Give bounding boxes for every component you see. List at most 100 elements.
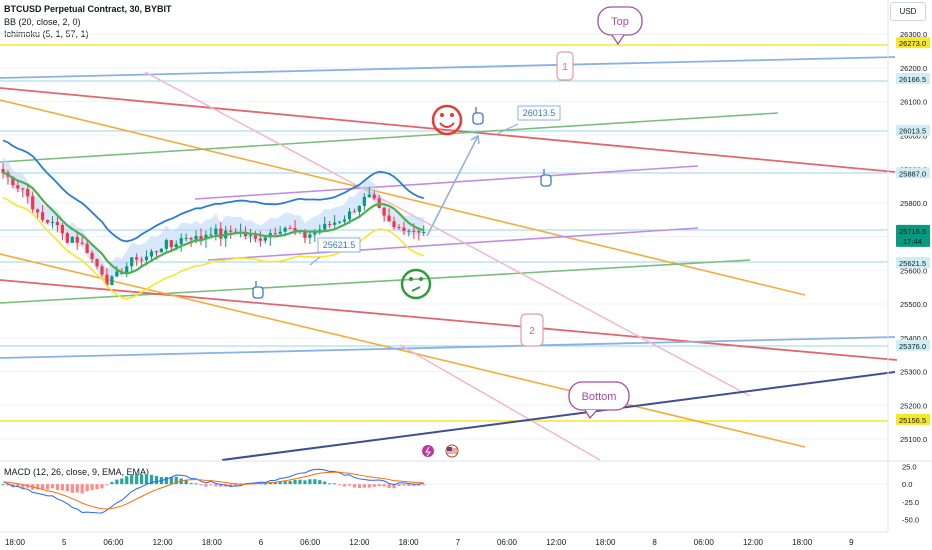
price-label: 25376.0 — [899, 342, 926, 351]
candle-body — [90, 252, 94, 260]
currency-button[interactable]: USD — [890, 2, 926, 21]
macd-histogram-bar — [308, 479, 312, 485]
candle-body — [417, 230, 421, 233]
candle-body — [328, 223, 332, 225]
macd-tick: 25.0 — [902, 463, 917, 472]
macd-histogram-bar — [45, 484, 50, 490]
candle-body — [16, 185, 20, 189]
candle-body — [347, 211, 352, 220]
macd-histogram-bar — [21, 484, 25, 489]
macd-line — [2, 468, 424, 514]
macd-histogram-bar — [120, 478, 124, 485]
candle-body — [45, 219, 50, 223]
macd-histogram-bar — [110, 482, 114, 485]
candle-body — [70, 236, 74, 243]
macd-histogram-bar — [125, 476, 129, 485]
macd-histogram-bar — [169, 477, 173, 485]
macd-histogram-bar — [387, 484, 391, 489]
macd-histogram-bar — [50, 484, 55, 489]
macd-histogram-bar — [55, 484, 60, 490]
trendline-red-upper — [0, 87, 896, 173]
time-tick: 7 — [456, 538, 461, 547]
macd-histogram-bar — [382, 484, 386, 487]
callout-bottom — [568, 381, 630, 411]
candle-body — [283, 227, 287, 232]
candle-body — [164, 240, 168, 249]
macd-histogram-bar — [184, 480, 188, 485]
price-label: 25621.5 — [899, 259, 926, 268]
macd-histogram-bar — [140, 474, 144, 485]
time-tick: 18:00 — [202, 538, 223, 547]
time-axis[interactable]: 18:00 5 06:00 12:00 18:00 6 06:00 12:00 18:00 7 06… — [0, 531, 888, 547]
candle-body — [352, 211, 357, 213]
macd-histogram-bar — [75, 484, 79, 493]
price-label: 25156.5 — [899, 416, 926, 425]
macd-histogram-bar — [16, 484, 20, 487]
macd-histogram-bar — [298, 479, 302, 485]
grid — [0, 33, 888, 440]
macd-histogram-bar — [154, 475, 159, 485]
candle-body — [407, 230, 411, 232]
candle-body — [214, 228, 218, 235]
candle-body — [258, 238, 262, 241]
price-tick: 26300.0 — [900, 30, 927, 39]
candle-body — [149, 251, 154, 257]
candle-body — [179, 238, 183, 245]
candle-body — [194, 235, 198, 240]
candle-body — [154, 251, 159, 253]
tag-1 — [556, 51, 574, 81]
candle-body — [11, 176, 15, 186]
price-label-box — [896, 167, 930, 179]
price-tick: 25200.0 — [900, 401, 927, 410]
macd-histogram-bar — [303, 480, 307, 485]
callout-top-text: Top — [611, 16, 629, 28]
candle-body — [55, 222, 60, 225]
macd-histogram-bar — [342, 484, 347, 487]
candle-body — [36, 209, 40, 213]
ichimoku-cloud — [3, 157, 424, 289]
macd-histogram-bar — [278, 481, 282, 485]
macd-histogram-bar — [209, 484, 213, 486]
hand-pointer-icon — [472, 112, 484, 125]
cloud-area — [3, 157, 424, 289]
macd-histogram-bar — [372, 484, 376, 487]
candle-body — [21, 188, 25, 190]
candle-body — [125, 266, 129, 274]
macd-histogram-bar — [194, 483, 198, 485]
candle-body — [1, 169, 5, 173]
time-tick: 6 — [259, 538, 264, 547]
price-label-box — [896, 339, 930, 351]
time-tick: 12:00 — [546, 538, 567, 547]
candle-body — [397, 226, 401, 228]
candle-body — [367, 194, 371, 197]
price-label-box — [896, 413, 930, 425]
macd-histogram-bar — [347, 484, 352, 486]
candle-body — [115, 271, 119, 277]
countdown-label: 17:44 — [903, 237, 922, 246]
macd-histogram-bar — [402, 484, 406, 486]
macd-histogram-bar — [407, 484, 411, 486]
event-lightning-icon — [422, 445, 434, 457]
macd-histogram-bar — [313, 479, 317, 485]
trendline-orange-lower — [0, 253, 806, 448]
macd-histogram-bar — [357, 484, 361, 488]
macd-histogram-bar — [412, 484, 416, 486]
price-tick: 26200.0 — [900, 64, 927, 73]
macd-histogram-bar — [283, 481, 287, 485]
legend-bb: BB (20, close, 2, 0) — [4, 17, 81, 27]
macd-tick: 0.0 — [902, 480, 912, 489]
macd-histogram-bar — [204, 484, 208, 487]
price-axis[interactable]: 26300.026200.026100.026000.025900.025800… — [887, 0, 930, 532]
macd-histogram-bar — [85, 484, 89, 492]
macd-histogram-bar — [95, 484, 99, 490]
macd-histogram-bar — [149, 474, 154, 485]
candle-body — [333, 222, 337, 225]
trendline-green-upper — [0, 112, 779, 163]
macd-histogram-bar — [219, 484, 223, 487]
annotations: Top Bottom 1 2 26013.5 25621.5 — [252, 6, 643, 458]
candle-body — [100, 266, 104, 275]
time-tick: 5 — [62, 538, 67, 547]
tag-2-text: 2 — [529, 326, 535, 337]
candle-body — [174, 244, 178, 248]
